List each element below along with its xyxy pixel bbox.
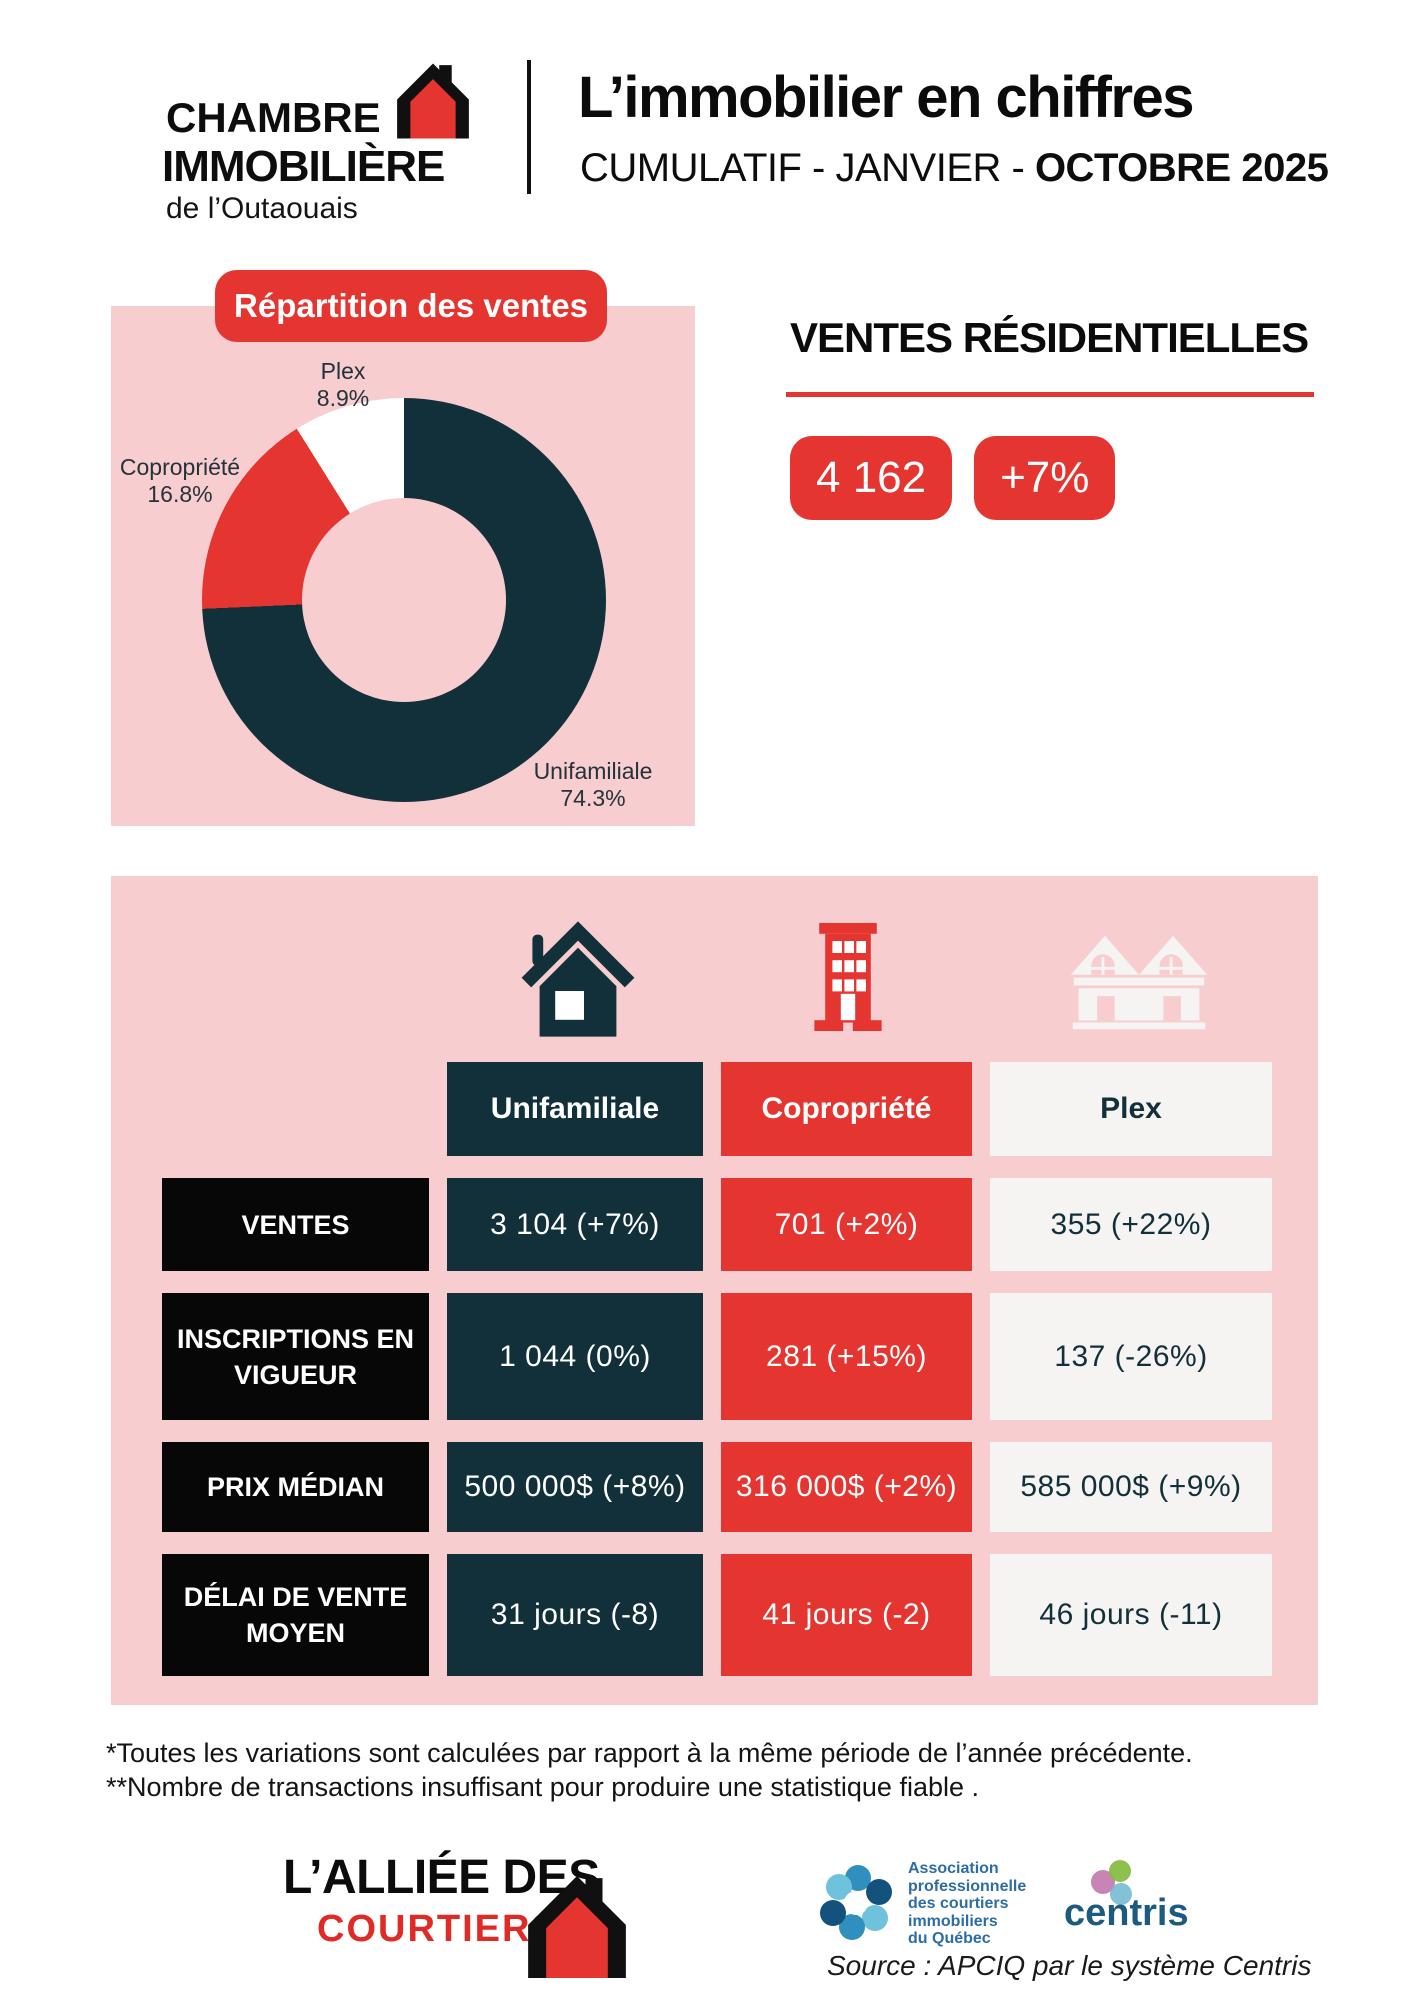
cell-ventes-plex: 355 (+22%) — [990, 1178, 1272, 1271]
donut-label-unifamiliale: Unifamiliale 74.3% — [533, 758, 653, 811]
total-sales-badge: 4 162 — [790, 436, 953, 520]
apartment-icon — [814, 923, 882, 1031]
footnotes: *Toutes les variations sont calculées pa… — [106, 1736, 1193, 1804]
logo-text-immobiliere: IMMOBILIÈRE — [162, 142, 445, 191]
cell-inscriptions-copropriete: 281 (+15%) — [721, 1293, 972, 1420]
cell-ventes-copropriete: 701 (+2%) — [721, 1178, 972, 1271]
subtitle-month-year: OCTOBRE 2025 — [1034, 146, 1329, 190]
apciq-wordmark: Association professionnelle des courtier… — [908, 1860, 1027, 1947]
duplex-icon — [1070, 935, 1208, 1030]
logo-text-chambre: CHAMBRE — [166, 94, 381, 141]
cell-inscriptions-unifamiliale: 1 044 (0%) — [447, 1293, 703, 1420]
footnote-2: **Nombre de transactions insuffisant pou… — [106, 1772, 980, 1802]
cell-prix-plex: 585 000$ (+9%) — [990, 1442, 1272, 1532]
table-corner-spacer — [162, 1062, 429, 1156]
centris-wordmark: centris — [1064, 1892, 1189, 1934]
sales-variation-badge: +7% — [974, 436, 1116, 520]
chart-title-badge: Répartition des ventes — [215, 270, 607, 342]
residential-sales-heading: VENTES RÉSIDENTIELLES — [790, 314, 1309, 361]
row-label-delai: DÉLAI DE VENTE MOYEN — [162, 1554, 429, 1676]
cell-inscriptions-plex: 137 (-26%) — [990, 1293, 1272, 1420]
header-divider — [527, 60, 531, 194]
cell-prix-unifamiliale: 500 000$ (+8%) — [447, 1442, 703, 1532]
donut-chart — [202, 398, 606, 802]
courtiers-text: COURTIERS — [317, 1908, 559, 1950]
footnote-1: *Toutes les variations sont calculées pa… — [106, 1738, 1193, 1768]
cell-delai-unifamiliale: 31 jours (-8) — [447, 1554, 703, 1676]
row-label-inscriptions: INSCRIPTIONS EN VIGUEUR — [162, 1293, 429, 1420]
column-header-plex: Plex — [990, 1062, 1272, 1156]
alliee-des-text: L’ALLIÉE DES — [283, 1851, 600, 1904]
house-icon — [397, 63, 469, 139]
column-header-copropriete: Copropriété — [721, 1062, 972, 1156]
subtitle-period: CUMULATIF - JANVIER - — [580, 146, 1035, 190]
donut-hole — [302, 498, 506, 702]
page-subtitle: CUMULATIF - JANVIER - OCTOBRE 2025 — [580, 146, 1329, 191]
stats-table: Unifamiliale Copropriété Plex VENTES 3 1… — [162, 1062, 1272, 1676]
centris-circles-icon — [1091, 1860, 1132, 1905]
row-label-prix-median: PRIX MÉDIAN — [162, 1442, 429, 1532]
house-icon — [528, 1876, 626, 1978]
sales-badges: 4 162 +7% — [790, 436, 1116, 520]
source-text: Source : APCIQ par le système Centris — [827, 1950, 1312, 1981]
sales-distribution-panel: Répartition des ventes Plex 8.9% Copropr… — [111, 270, 695, 826]
apciq-pinwheel-icon — [820, 1865, 892, 1940]
column-header-unifamiliale: Unifamiliale — [447, 1062, 703, 1156]
cell-delai-copropriete: 41 jours (-2) — [721, 1554, 972, 1676]
donut-label-plex: Plex 8.9% — [316, 358, 370, 411]
house-icon — [521, 921, 635, 1037]
logo-text-outaouais: de l’Outaouais — [166, 192, 358, 225]
cell-ventes-unifamiliale: 3 104 (+7%) — [447, 1178, 703, 1271]
donut-label-copropriete: Copropriété 16.8% — [119, 454, 241, 507]
row-label-ventes: VENTES — [162, 1178, 429, 1271]
red-underline — [786, 392, 1314, 397]
cell-delai-plex: 46 jours (-11) — [990, 1554, 1272, 1676]
stats-panel: Unifamiliale Copropriété Plex VENTES 3 1… — [111, 876, 1318, 1705]
page-title: L’immobilier en chiffres — [578, 65, 1195, 130]
cell-prix-copropriete: 316 000$ (+2%) — [721, 1442, 972, 1532]
